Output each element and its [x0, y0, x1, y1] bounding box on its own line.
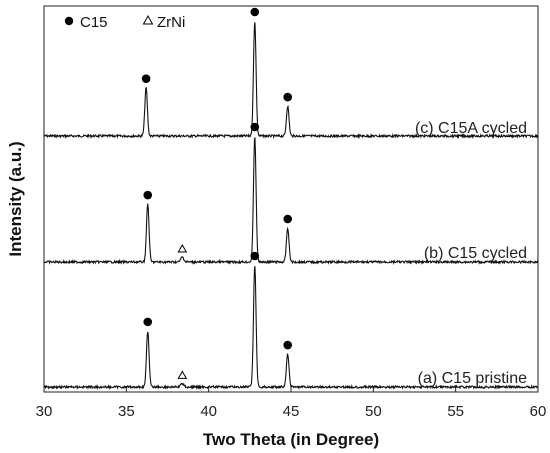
- c15-peak-marker: [283, 214, 293, 224]
- zrni-peak-marker: [177, 243, 188, 253]
- series-label-a: (a) C15 pristine: [418, 370, 527, 387]
- x-tick-label: 45: [283, 403, 300, 420]
- legend-zrni-label: ZrNi: [157, 14, 185, 31]
- c15-peak-marker: [250, 251, 260, 261]
- x-tick-label: 55: [447, 403, 464, 420]
- legend-zrni-marker-icon: [142, 14, 154, 25]
- c15-peak-marker: [283, 92, 293, 102]
- x-axis-title: Two Theta (in Degree): [203, 430, 379, 449]
- c15-peak-marker: [143, 317, 153, 327]
- x-axis-ticks: 30 35 40 45 50 55 60: [36, 386, 547, 420]
- zrni-peak-marker: [177, 370, 188, 379]
- traces: [43, 22, 539, 391]
- plot-frame: [43, 5, 539, 393]
- c15-peak-marker: [283, 340, 293, 350]
- x-tick-label: 35: [118, 403, 135, 420]
- c15-peak-marker: [141, 74, 151, 83]
- legend-c15-label: C15: [80, 14, 108, 31]
- peak-markers: [141, 7, 293, 379]
- xrd-trace-c: [43, 22, 539, 140]
- series-label-c: (c) C15A cycled: [415, 120, 527, 137]
- xrd-trace-a: [43, 266, 539, 391]
- c15-peak-marker: [250, 122, 260, 132]
- c15-peak-marker: [250, 7, 260, 17]
- y-axis-title: Intensity (a.u.): [6, 141, 25, 256]
- legend: C15 ZrNi: [64, 14, 185, 31]
- x-tick-label: 50: [365, 403, 382, 420]
- legend-c15-marker-icon: [64, 16, 74, 26]
- c15-peak-marker: [143, 190, 153, 200]
- series-label-b: (b) C15 cycled: [424, 245, 527, 262]
- x-tick-label: 60: [530, 403, 547, 420]
- x-tick-label: 30: [36, 403, 53, 420]
- xrd-trace-b: [43, 137, 539, 266]
- x-tick-label: 40: [200, 403, 217, 420]
